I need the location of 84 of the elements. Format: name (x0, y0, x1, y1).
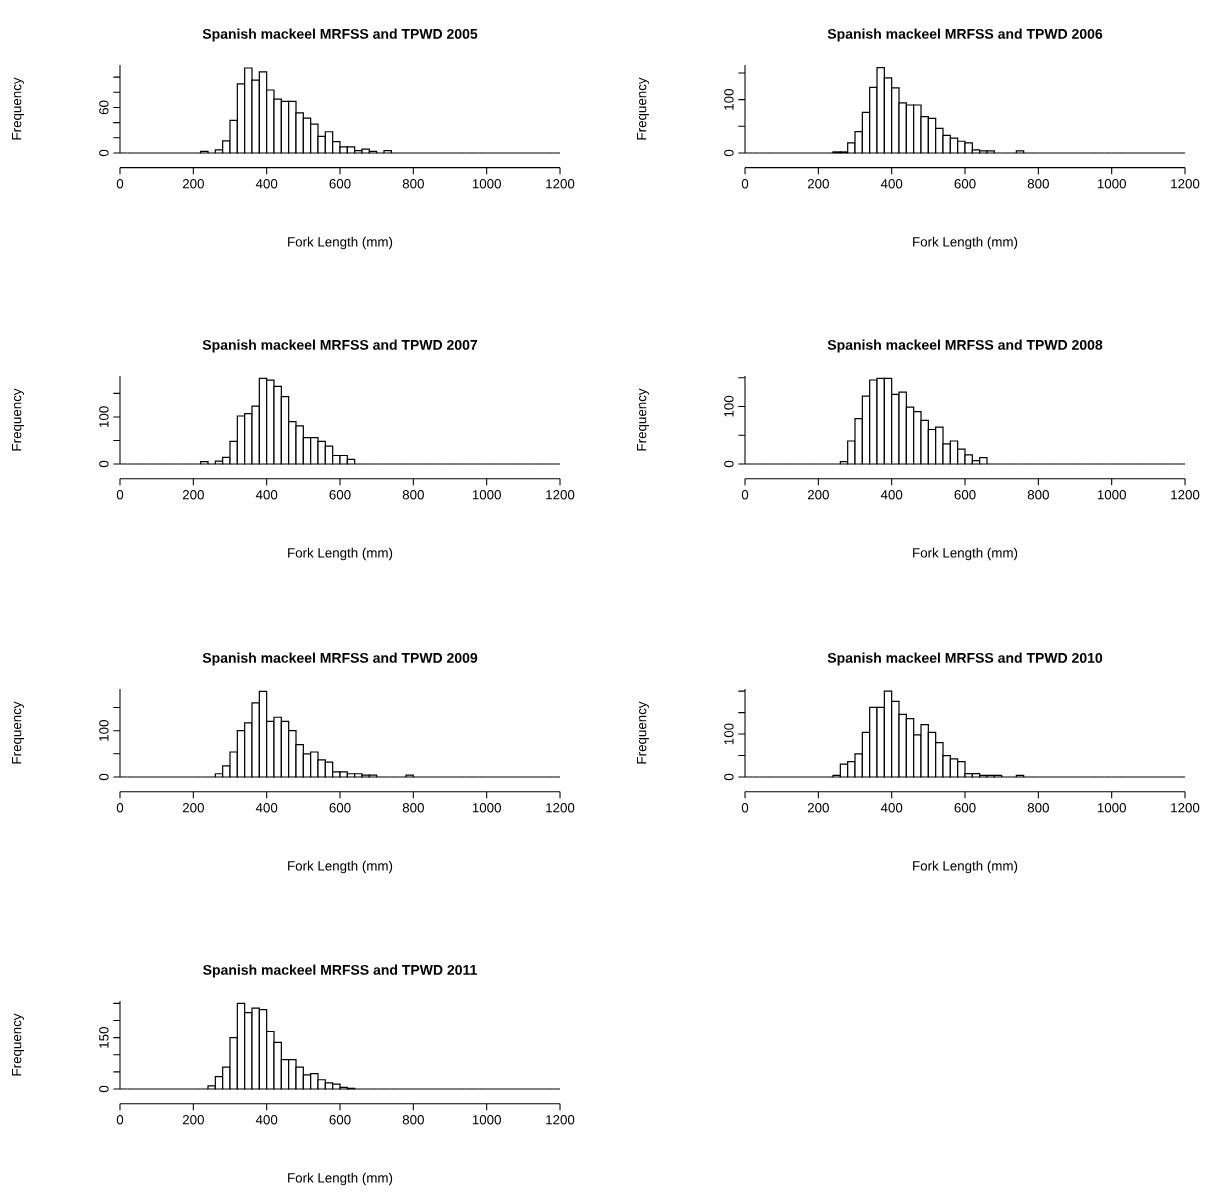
x-axis-title: Fork Length (mm) (288, 236, 393, 250)
chart-title: Spanish mackeel MRFSS and TPWD 2006 (827, 28, 1103, 42)
x-tick-label: 1000 (472, 803, 501, 813)
y-tick-label: 100 (724, 395, 734, 417)
chart-title: Spanish mackeel MRFSS and TPWD 2011 (203, 964, 477, 978)
y-tick-label: 0 (724, 149, 734, 157)
y-tick-label: 0 (99, 149, 109, 157)
x-tick-label: 800 (402, 1115, 424, 1125)
x-tick-label: 1200 (1171, 803, 1200, 813)
y-tick-label: 0 (99, 1085, 109, 1093)
x-tick-label: 400 (880, 179, 903, 189)
x-tick-label: 800 (1027, 179, 1049, 189)
x-tick-label: 600 (954, 179, 976, 189)
chart-title: Spanish mackeel MRFSS and TPWD 2005 (202, 28, 478, 42)
x-axis-title: Fork Length (mm) (913, 236, 1018, 250)
x-tick-label: 0 (116, 179, 124, 189)
x-tick-label: 200 (182, 490, 204, 500)
chart-title: Spanish mackeel MRFSS and TPWD 2008 (827, 339, 1103, 353)
x-tick-label: 1200 (546, 1115, 575, 1125)
x-tick-label: 1200 (546, 490, 575, 500)
x-tick-label: 1200 (546, 803, 575, 813)
x-tick-label: 400 (255, 490, 278, 500)
x-tick-label: 400 (880, 490, 903, 500)
y-tick-label: 150 (99, 1027, 109, 1048)
y-axis-title: Frequency (637, 388, 649, 451)
y-tick-label: 100 (724, 89, 734, 110)
x-tick-label: 400 (255, 1115, 278, 1125)
x-tick-label: 400 (880, 803, 903, 813)
x-tick-label: 800 (1027, 490, 1049, 500)
x-tick-label: 200 (182, 803, 204, 813)
x-tick-label: 800 (402, 803, 424, 813)
y-tick-label: 100 (724, 723, 734, 745)
x-tick-label: 200 (807, 803, 829, 813)
y-axis-title: Frequency (12, 701, 24, 764)
chart-title: Spanish mackeel MRFSS and TPWD 2009 (202, 652, 478, 666)
x-tick-label: 0 (741, 803, 749, 813)
y-tick-label: 0 (99, 773, 109, 781)
y-axis-title: Frequency (12, 1013, 24, 1076)
x-tick-label: 400 (255, 803, 278, 813)
x-tick-label: 800 (402, 179, 424, 189)
y-tick-label: 60 (99, 100, 109, 115)
x-tick-label: 1200 (546, 179, 575, 189)
y-axis-title: Frequency (12, 77, 24, 140)
chart-title: Spanish mackeel MRFSS and TPWD 2010 (827, 652, 1103, 666)
chart-title: Spanish mackeel MRFSS and TPWD 2007 (202, 339, 478, 353)
x-tick-label: 200 (807, 490, 829, 500)
x-tick-label: 800 (1027, 803, 1049, 813)
x-axis-title: Fork Length (mm) (288, 547, 393, 561)
x-tick-label: 400 (255, 179, 278, 189)
x-axis-title: Fork Length (mm) (288, 1172, 393, 1186)
x-tick-label: 0 (116, 490, 124, 500)
x-axis-title: Fork Length (mm) (913, 860, 1018, 874)
x-tick-label: 1000 (472, 1115, 501, 1125)
y-tick-label: 0 (724, 460, 734, 468)
x-tick-label: 200 (182, 1115, 204, 1125)
y-tick-label: 100 (99, 720, 109, 741)
x-axis-title: Fork Length (mm) (913, 547, 1018, 561)
x-tick-label: 1000 (1097, 490, 1126, 500)
x-tick-label: 1000 (472, 490, 501, 500)
x-axis-title: Fork Length (mm) (288, 860, 393, 874)
x-tick-label: 1000 (1097, 803, 1126, 813)
x-tick-label: 200 (182, 179, 204, 189)
x-tick-label: 1000 (1097, 179, 1126, 189)
x-tick-label: 1000 (472, 179, 501, 189)
x-tick-label: 0 (741, 179, 749, 189)
x-tick-label: 0 (116, 803, 124, 813)
x-tick-label: 1200 (1171, 490, 1200, 500)
x-tick-label: 600 (329, 803, 351, 813)
y-tick-label: 0 (99, 460, 109, 468)
x-tick-label: 600 (954, 803, 976, 813)
y-axis-title: Frequency (637, 701, 649, 764)
y-tick-label: 0 (724, 773, 734, 781)
x-tick-label: 600 (329, 1115, 351, 1125)
y-tick-label: 100 (99, 406, 109, 428)
x-tick-label: 600 (329, 179, 351, 189)
x-tick-label: 0 (741, 490, 749, 500)
x-tick-label: 600 (954, 490, 976, 500)
x-tick-label: 200 (807, 179, 829, 189)
x-tick-label: 0 (116, 1115, 124, 1125)
x-tick-label: 600 (329, 490, 351, 500)
x-tick-label: 800 (402, 490, 424, 500)
x-tick-label: 1200 (1171, 179, 1200, 189)
y-axis-title: Frequency (637, 77, 649, 140)
y-axis-title: Frequency (12, 388, 24, 451)
